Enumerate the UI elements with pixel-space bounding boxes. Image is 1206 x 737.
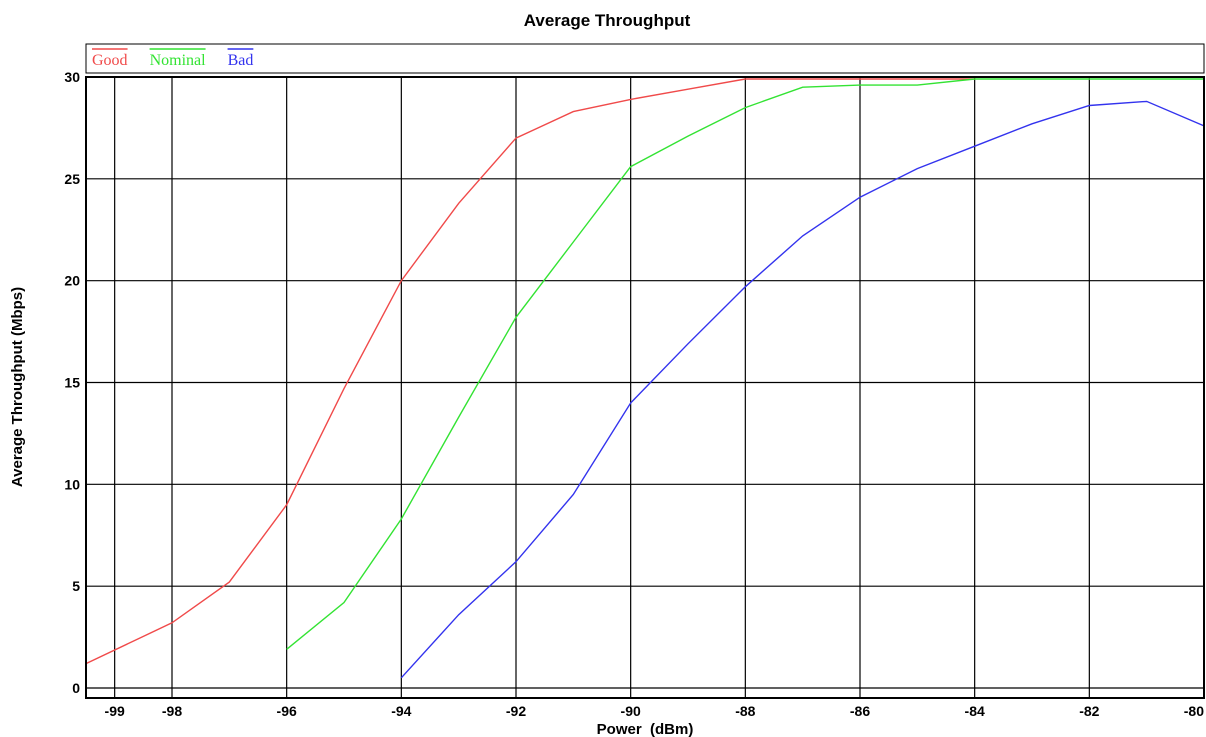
x-tick-label: -88	[735, 703, 755, 719]
x-tick-label: -98	[162, 703, 182, 719]
series-line-bad	[400, 100, 1205, 679]
x-tick-label: -86	[850, 703, 870, 719]
y-tick-label: 0	[72, 680, 80, 696]
y-tick-label: 15	[64, 375, 80, 391]
y-tick-label: 20	[64, 273, 80, 289]
legend-label-nominal: Nominal	[150, 52, 207, 69]
legend-label-good: Good	[92, 52, 128, 69]
x-tick-label: -99	[105, 703, 125, 719]
plot-area	[85, 76, 1205, 699]
legend-box	[85, 43, 1205, 74]
x-tick-label: -92	[506, 703, 526, 719]
x-tick-label: -80	[1184, 703, 1204, 719]
y-tick-label: 30	[64, 69, 80, 85]
x-tick-label: -84	[965, 703, 985, 719]
plot-frame	[85, 76, 1205, 699]
y-tick-label: 25	[64, 171, 80, 187]
series-line-good	[85, 78, 975, 665]
x-tick-label: -90	[621, 703, 641, 719]
y-tick-label: 5	[72, 578, 80, 594]
x-tick-label: -96	[277, 703, 297, 719]
legend: Good Nominal Bad	[85, 43, 1205, 74]
x-tick-label: -82	[1079, 703, 1099, 719]
legend-label-bad: Bad	[228, 52, 254, 69]
chart-title: Average Throughput	[524, 11, 691, 30]
x-tick-label: -94	[391, 703, 411, 719]
y-axis-label: Average Throughput (Mbps)	[9, 287, 26, 487]
x-axis-label: Power (dBm)	[597, 721, 694, 737]
series-line-nominal	[286, 78, 1204, 650]
y-tick-label: 10	[64, 476, 80, 492]
